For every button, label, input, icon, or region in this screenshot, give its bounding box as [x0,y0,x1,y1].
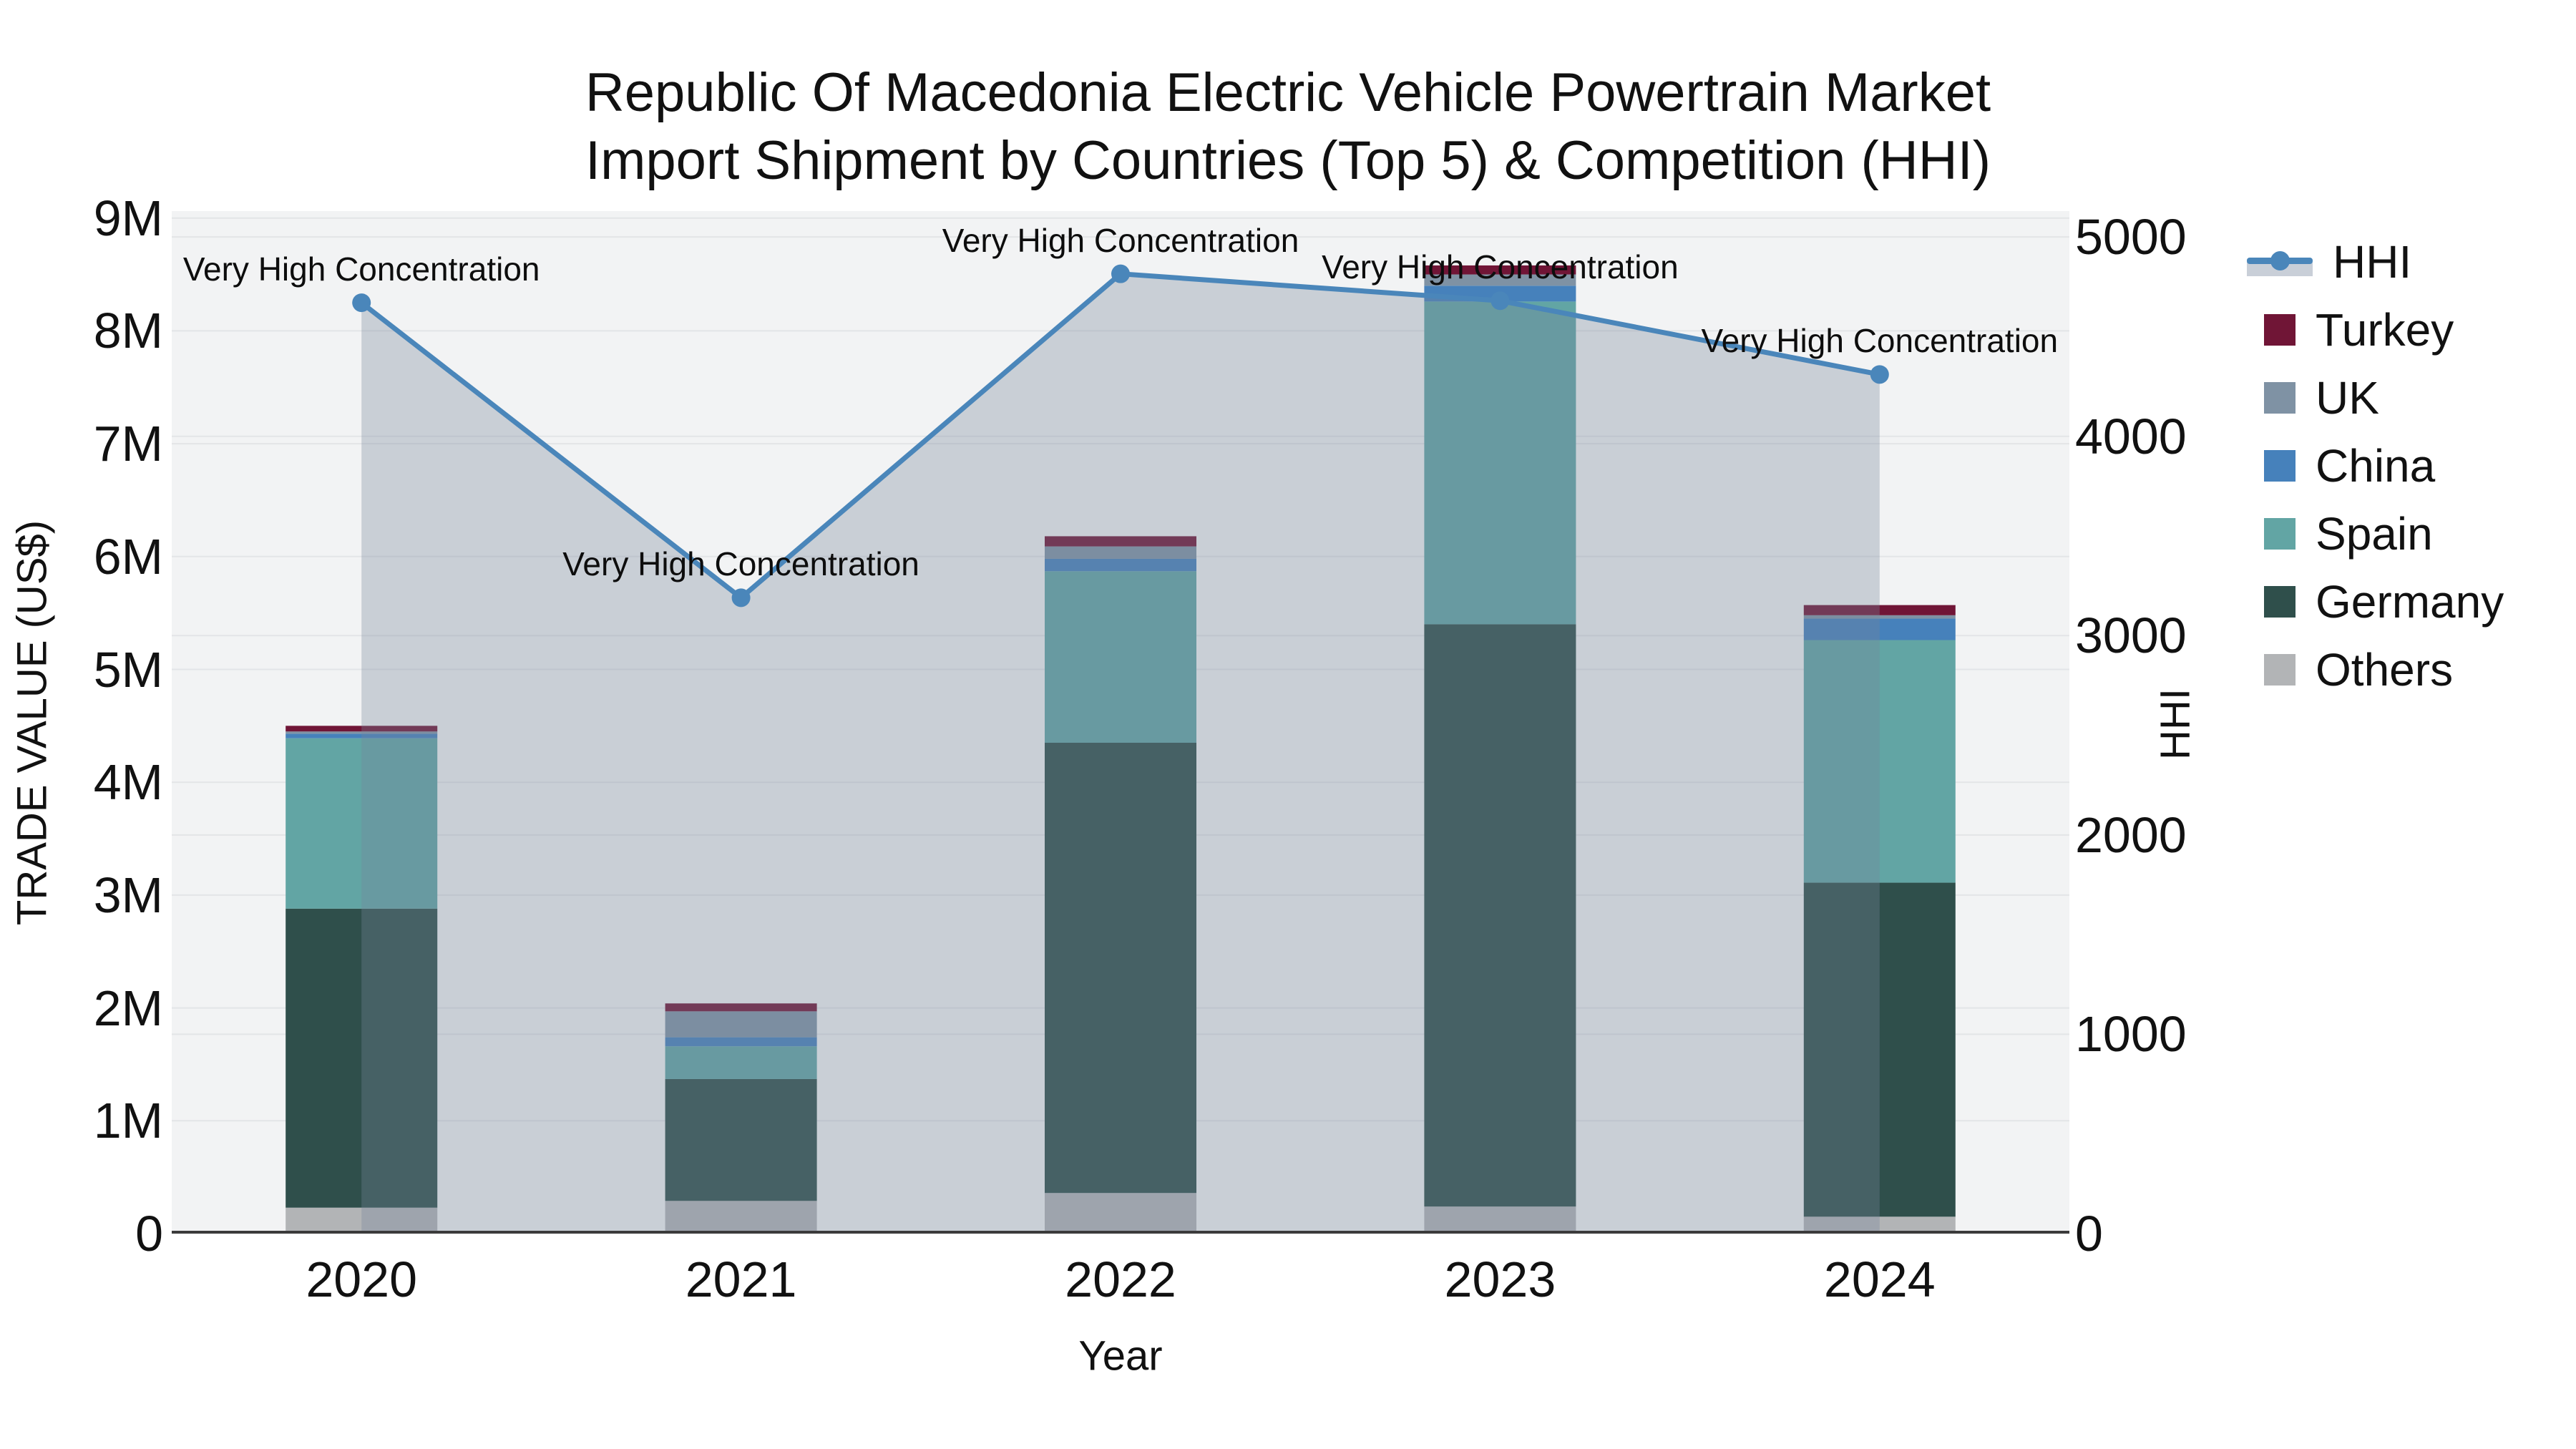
bar-segment-germany-2022 [1045,743,1196,1194]
bar-segment-turkey-2020 [286,726,438,732]
bar-segment-others-2022 [1045,1193,1196,1234]
legend-swatch-china [2264,449,2296,482]
bar-segment-uk-2020 [286,731,438,734]
bar-segment-turkey-2024 [1803,605,1956,615]
ytick-right-5000: 5000 [2075,209,2187,265]
bar-segment-china-2022 [1045,558,1196,572]
bar-segment-turkey-2023 [1424,265,1576,275]
xtick-2021: 2021 [685,1252,797,1307]
chart-title-line2: Import Shipment by Countries (Top 5) & C… [585,130,1991,191]
bar-segment-germany-2023 [1424,624,1576,1207]
hhi-marker-2020 [352,293,371,313]
ytick-left-3M: 3M [93,867,163,923]
ytick-right-2000: 2000 [2075,806,2187,863]
legend-item-uk[interactable]: UK [2247,364,2504,431]
hhi-marker-2022 [1111,264,1130,283]
chart-title: Republic Of Macedonia Electric Vehicle P… [0,59,2576,195]
bar-segment-china-2020 [286,733,438,738]
legend-item-spain[interactable]: Spain [2247,499,2504,567]
bar-segment-others-2020 [286,1207,438,1234]
legend-swatch-spain [2264,517,2296,550]
legend: HHI Turkey UK China Spain Germany Others [2247,228,2504,703]
chart-canvas [172,217,2069,1234]
legend-label-spain: Spain [2316,507,2433,560]
bar-segment-turkey-2021 [665,1003,817,1012]
xtick-2023: 2023 [1444,1252,1556,1307]
bar-segment-spain-2021 [665,1046,817,1079]
legend-item-hhi[interactable]: HHI [2247,228,2504,296]
legend-label-germany: Germany [2316,575,2504,628]
bar-segment-uk-2024 [1803,615,1956,619]
bar-segment-uk-2023 [1424,274,1576,286]
legend-label-others: Others [2316,643,2454,696]
legend-swatch-uk [2264,381,2296,414]
ytick-left-9M: 9M [93,190,163,246]
bar-segment-others-2021 [665,1201,817,1234]
xtick-2024: 2024 [1823,1252,1936,1307]
ytick-left-7M: 7M [93,416,163,472]
ytick-left-5M: 5M [93,641,163,698]
hhi-marker-swatch [2270,250,2290,270]
hhi-marker-2024 [1870,365,1889,384]
y-axis-title: TRADE VALUE (US$) [9,519,56,926]
ytick-left-6M: 6M [93,528,163,585]
hhi-area-fill [361,273,1880,1234]
legend-item-germany[interactable]: Germany [2247,567,2504,635]
bar-segment-spain-2022 [1045,571,1196,743]
legend-swatch-others [2264,653,2296,686]
plot-area: Very High Concentration Very High Concent… [172,211,2069,1234]
right-axis-title: HHI [2152,688,2199,760]
xtick-2022: 2022 [1065,1252,1176,1307]
bar-segment-uk-2021 [665,1011,817,1038]
ytick-left-0: 0 [135,1206,163,1262]
ytick-left-1M: 1M [93,1093,163,1149]
ytick-left-2M: 2M [93,980,163,1036]
legend-swatch-germany [2264,585,2296,618]
hhi-marker-2023 [1491,291,1510,311]
legend-item-turkey[interactable]: Turkey [2247,296,2504,364]
bar-segment-turkey-2022 [1045,536,1196,547]
bar-segment-spain-2024 [1803,640,1956,883]
bar-segment-spain-2023 [1424,301,1576,625]
bar-segment-uk-2022 [1045,546,1196,559]
legend-label-china: China [2316,439,2436,492]
bar-segment-germany-2020 [286,908,438,1208]
hhi-marker-2021 [731,588,751,608]
legend-label-turkey: Turkey [2316,303,2454,356]
ytick-left-8M: 8M [93,303,163,359]
legend-item-others[interactable]: Others [2247,635,2504,703]
bar-segment-others-2024 [1803,1216,1956,1234]
ytick-left-4M: 4M [93,754,163,811]
ytick-right-0: 0 [2075,1206,2103,1262]
bar-segment-germany-2024 [1803,882,1956,1217]
x-axis-title: Year [1078,1332,1163,1380]
bar-segment-others-2023 [1424,1206,1576,1234]
legend-label-uk: UK [2316,371,2379,424]
ytick-right-4000: 4000 [2075,408,2187,464]
legend-label-hhi: HHI [2333,235,2412,288]
ytick-right-3000: 3000 [2075,608,2187,664]
bar-segment-china-2021 [665,1037,817,1047]
ytick-right-1000: 1000 [2075,1006,2187,1063]
legend-item-china[interactable]: China [2247,431,2504,499]
bar-segment-spain-2020 [286,738,438,909]
chart-title-line1: Republic Of Macedonia Electric Vehicle P… [585,62,1991,123]
bar-segment-china-2024 [1803,618,1956,640]
legend-swatch-turkey [2264,313,2296,346]
bar-segment-germany-2021 [665,1078,817,1201]
xtick-2020: 2020 [306,1252,418,1307]
hhi-line-swatch-icon [2247,245,2313,279]
